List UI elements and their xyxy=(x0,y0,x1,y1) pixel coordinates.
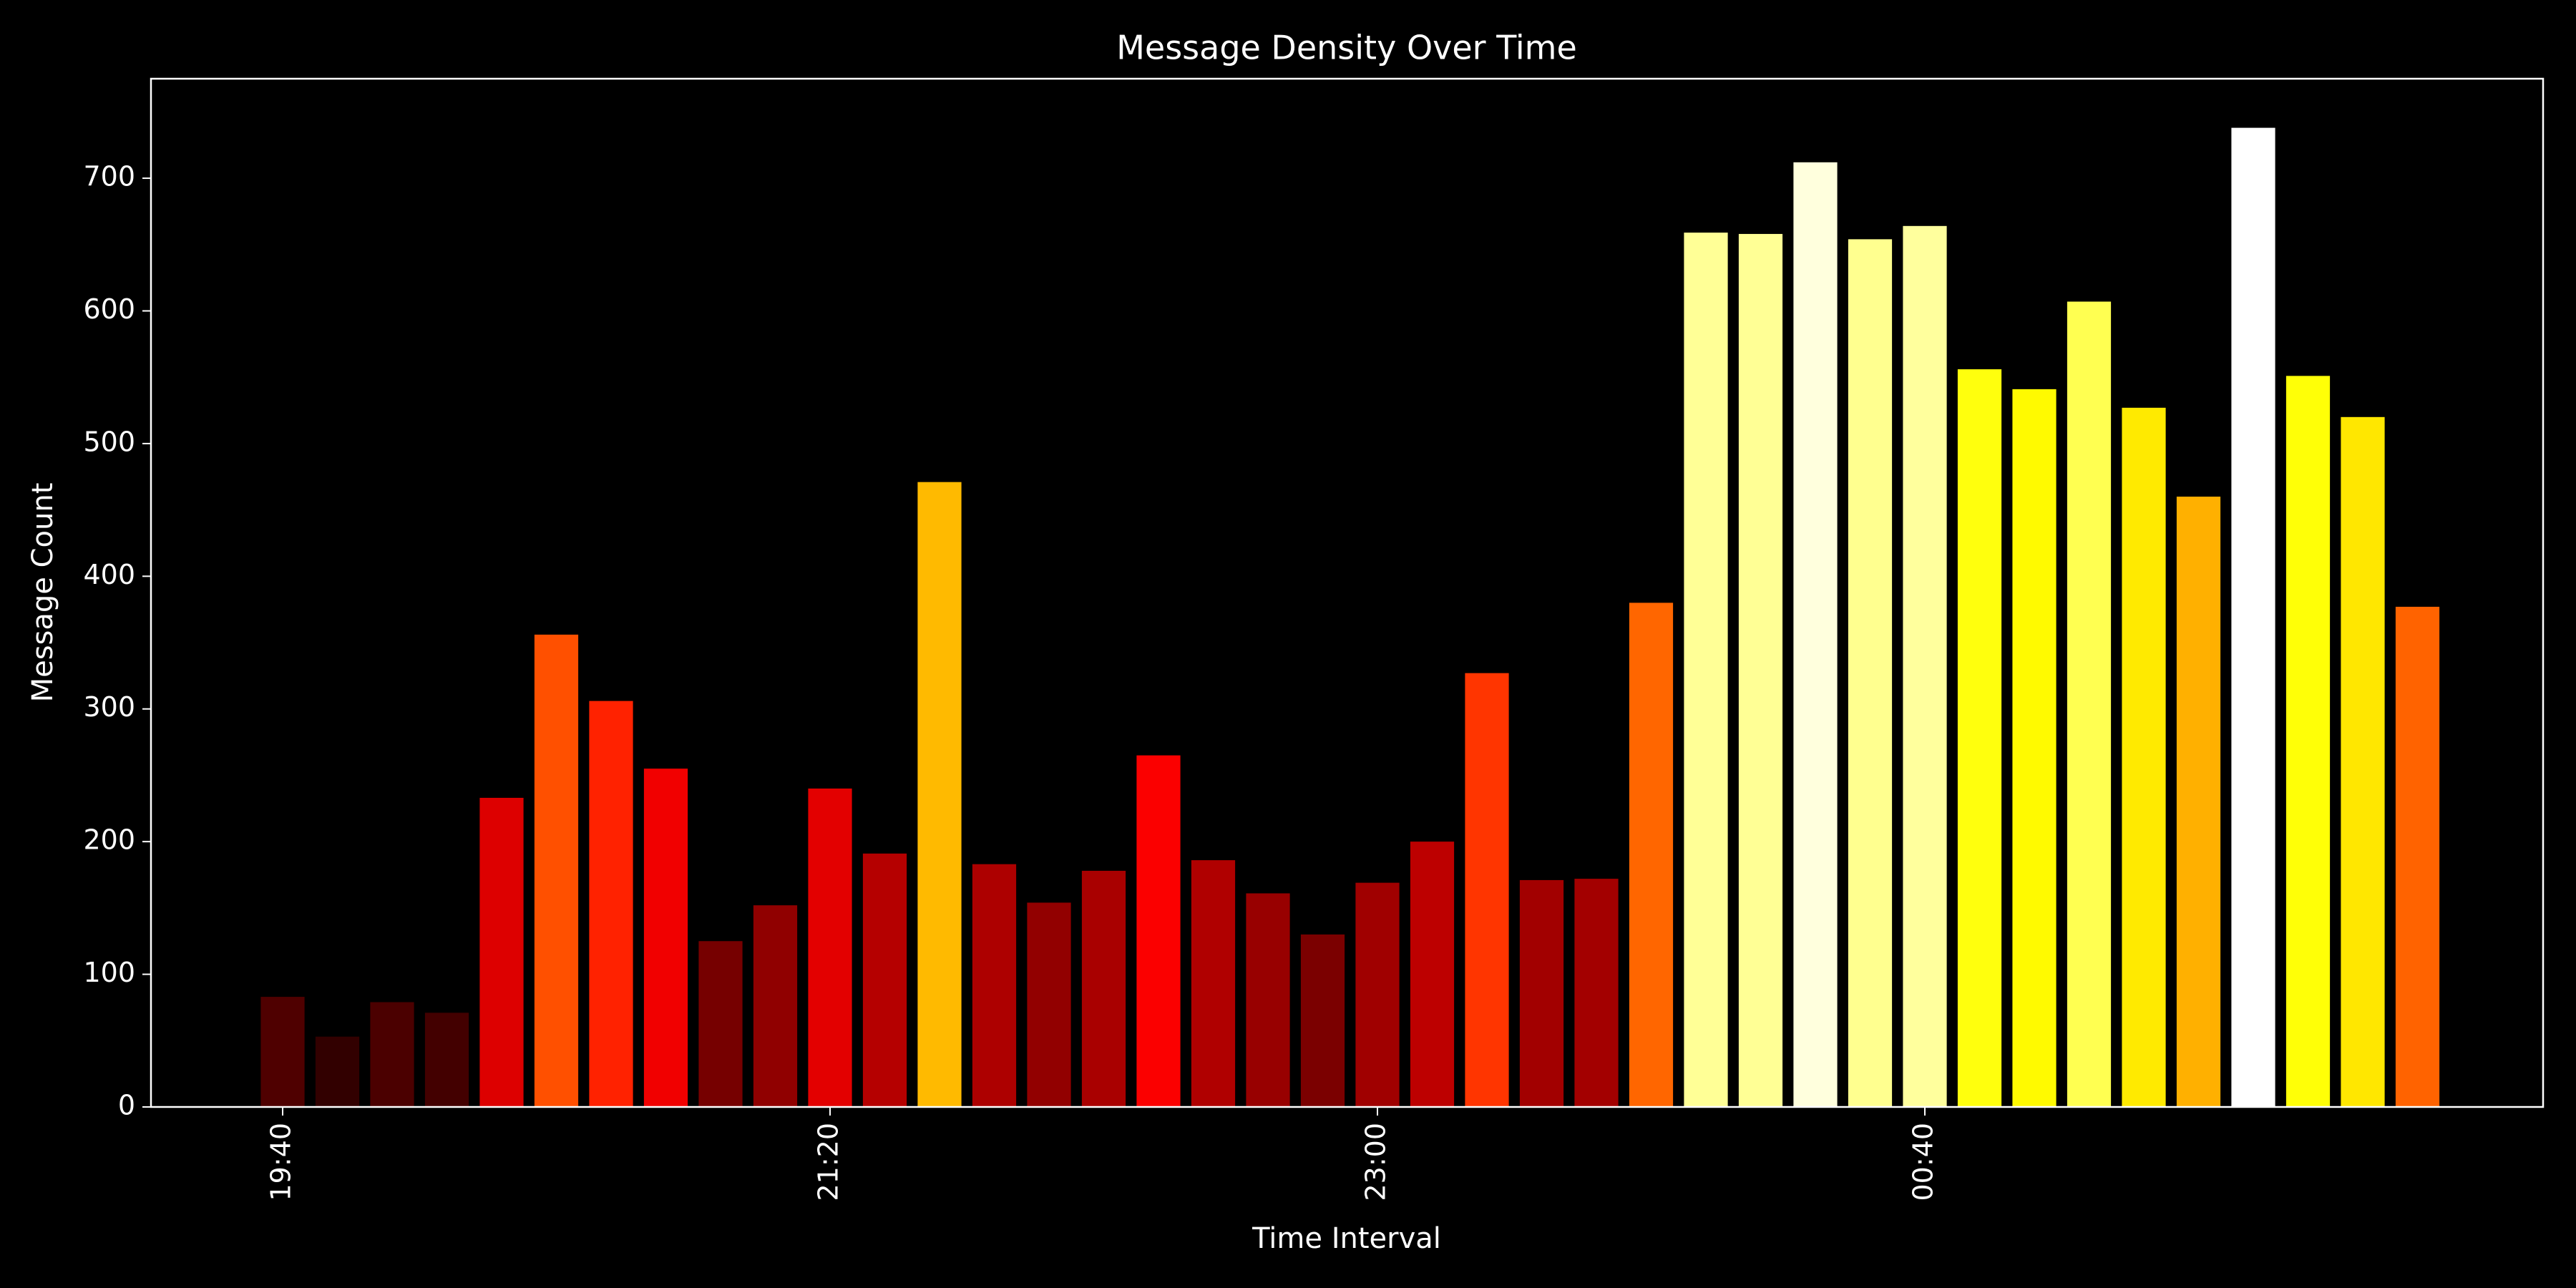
bar xyxy=(1848,239,1893,1107)
bar xyxy=(1629,602,1674,1107)
bar xyxy=(315,1036,360,1107)
bar xyxy=(1355,882,1400,1107)
y-tick-label: 400 xyxy=(83,559,135,590)
chart-title: Message Density Over Time xyxy=(1116,29,1577,67)
bar xyxy=(1519,879,1564,1107)
bar xyxy=(2067,301,2112,1107)
y-tick-label: 100 xyxy=(83,957,135,988)
bar xyxy=(424,1013,469,1107)
bar xyxy=(1410,841,1455,1107)
bar xyxy=(972,864,1017,1107)
bar xyxy=(1300,934,1345,1107)
bar xyxy=(1081,870,1126,1107)
y-tick-label: 700 xyxy=(83,161,135,192)
bar xyxy=(589,701,633,1107)
y-tick-label: 0 xyxy=(118,1090,135,1121)
bar xyxy=(1738,233,1783,1107)
bar xyxy=(1027,902,1071,1107)
y-tick-label: 200 xyxy=(83,824,135,856)
bar xyxy=(643,769,688,1107)
y-tick-label: 600 xyxy=(83,293,135,325)
bar xyxy=(2176,497,2221,1107)
bar xyxy=(1574,879,1619,1107)
bar xyxy=(698,941,743,1107)
bar xyxy=(917,482,962,1107)
bar xyxy=(1793,162,1838,1107)
x-tick-label: 00:40 xyxy=(1908,1123,1939,1201)
y-axis-label: Message Count xyxy=(26,483,59,703)
y-tick-label: 300 xyxy=(83,691,135,723)
bar xyxy=(370,1002,414,1107)
bar xyxy=(2231,127,2275,1107)
x-axis-label: Time Interval xyxy=(1252,1222,1441,1255)
bar xyxy=(753,905,798,1107)
x-tick-label: 19:40 xyxy=(265,1123,297,1201)
bar xyxy=(1191,860,1236,1107)
x-tick-label: 23:00 xyxy=(1360,1123,1392,1201)
bar xyxy=(2285,376,2331,1107)
bar xyxy=(862,853,907,1107)
bar xyxy=(808,788,852,1107)
bar xyxy=(1465,673,1509,1107)
bar xyxy=(260,997,305,1107)
y-tick-label: 500 xyxy=(83,426,135,457)
bar xyxy=(2341,416,2385,1107)
plot-frame xyxy=(150,77,2545,1108)
bar xyxy=(1684,233,1728,1108)
bar xyxy=(479,797,524,1107)
bar xyxy=(1903,225,1947,1108)
bar xyxy=(534,634,579,1107)
bar xyxy=(2012,389,2057,1107)
bar xyxy=(2395,606,2440,1107)
bar xyxy=(1957,369,2002,1107)
bar xyxy=(1136,755,1181,1107)
bar xyxy=(2122,407,2166,1107)
x-tick-label: 21:20 xyxy=(813,1123,844,1201)
bar xyxy=(1246,893,1290,1107)
